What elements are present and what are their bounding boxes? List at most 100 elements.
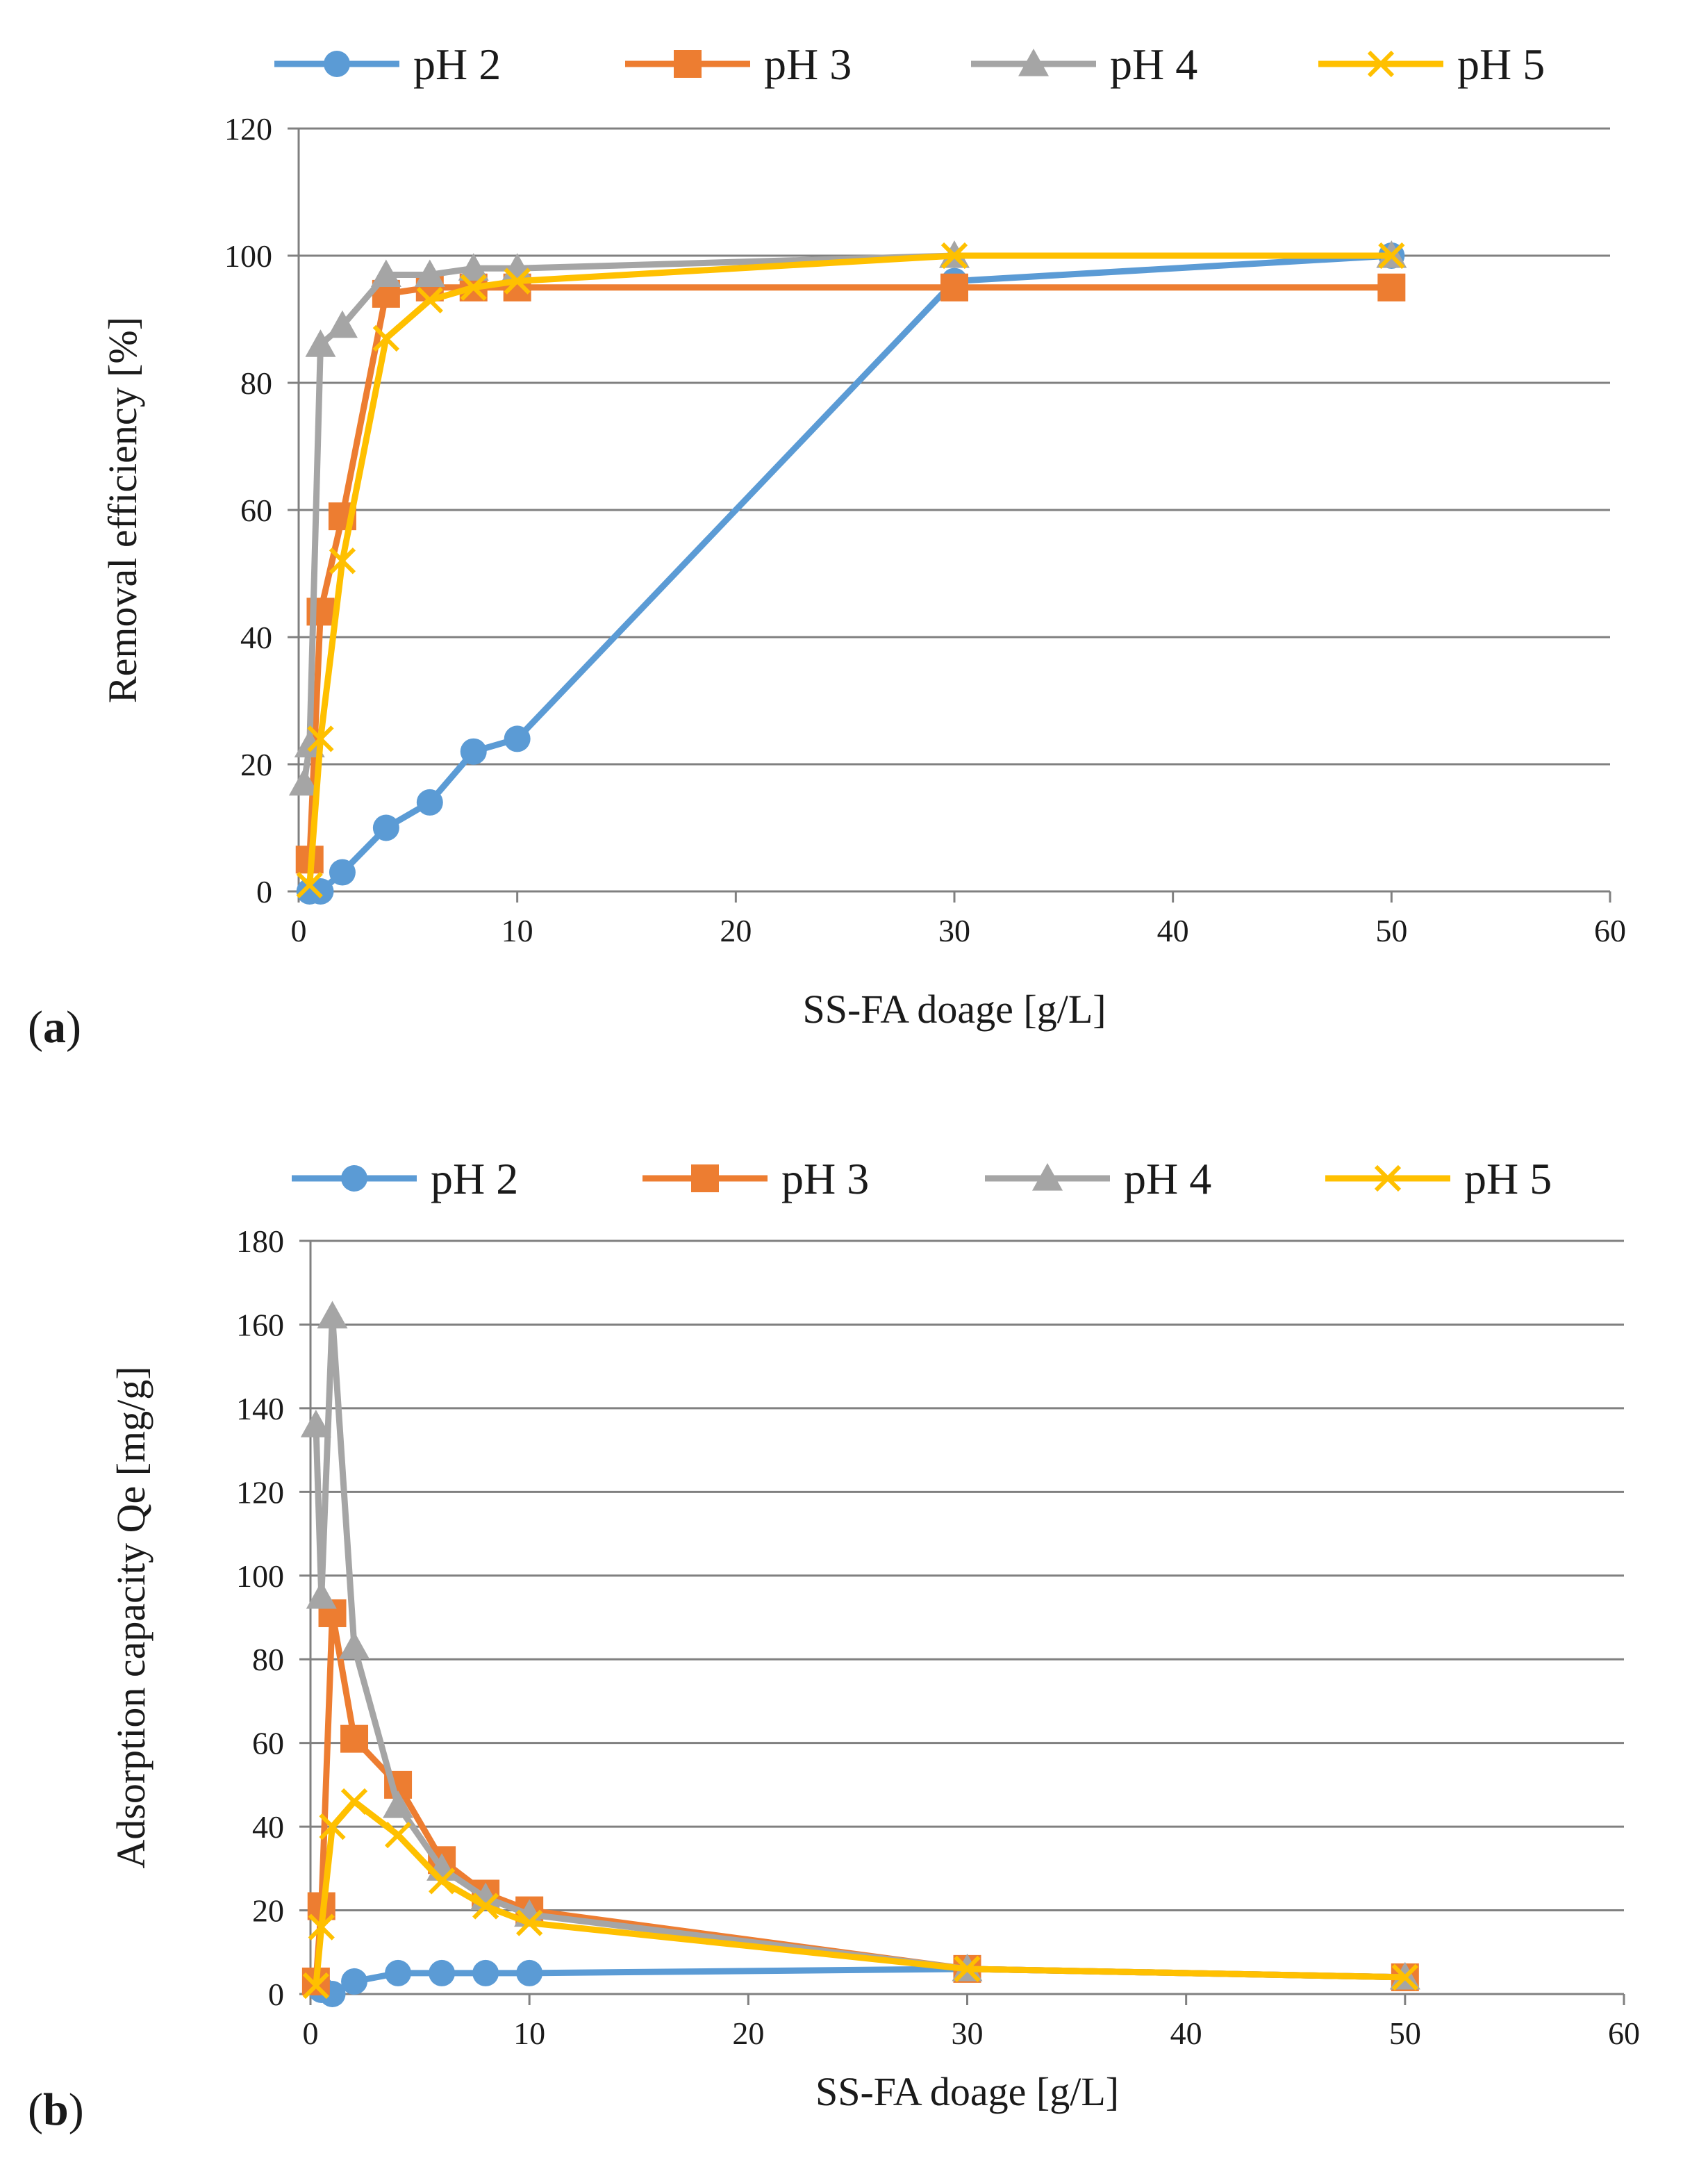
legend-label: pH 2 bbox=[431, 1154, 518, 1203]
y-tick-label: 160 bbox=[236, 1307, 284, 1342]
series-ph2 bbox=[308, 1955, 1418, 2007]
x-tick-label: 30 bbox=[938, 913, 970, 948]
y-tick-label: 60 bbox=[240, 493, 272, 528]
series-ph5 bbox=[296, 242, 1405, 898]
y-tick-label: 20 bbox=[252, 1893, 284, 1929]
y-tick-label: 180 bbox=[236, 1224, 284, 1259]
data-point-circle-marker bbox=[516, 1959, 543, 1986]
data-point-triangle-marker bbox=[383, 1790, 414, 1818]
x-tick-label: 20 bbox=[720, 913, 752, 948]
x-tick-label: 20 bbox=[732, 2016, 764, 2051]
series-line bbox=[306, 284, 1392, 860]
legend-entry: pH 4 bbox=[971, 40, 1197, 89]
legend-label: pH 2 bbox=[413, 40, 501, 89]
data-point-triangle-marker bbox=[288, 768, 320, 796]
data-point-triangle-marker bbox=[326, 310, 358, 338]
panel-label-open: ( bbox=[28, 2084, 43, 2135]
legend-square-marker bbox=[691, 1164, 719, 1192]
series-ph4 bbox=[300, 1301, 1420, 1990]
data-point-x-marker bbox=[940, 242, 968, 270]
series-line bbox=[301, 252, 1392, 784]
chart-panel-b: 0 10 20 30 40 50 60 0 20 40 60 80 100 120 140 160 180 SS-… bbox=[28, 1154, 1640, 2135]
data-point-triangle-marker bbox=[306, 1581, 337, 1609]
y-tick-label: 60 bbox=[252, 1726, 284, 1761]
x-tick-label: 10 bbox=[501, 913, 533, 948]
data-point-x-marker bbox=[319, 1813, 346, 1840]
legend-label: pH 3 bbox=[781, 1154, 869, 1203]
data-point-x-marker bbox=[1391, 1963, 1418, 1991]
x-tick-label: 0 bbox=[291, 913, 307, 948]
data-point-x-marker bbox=[428, 1868, 456, 1895]
x-axis-title: SS-FA doage [g/L] bbox=[802, 987, 1106, 1032]
data-point-circle-marker bbox=[372, 814, 399, 841]
data-point-square-marker bbox=[940, 273, 968, 302]
panel-label-open: ( bbox=[28, 1002, 43, 1053]
legend-x-marker bbox=[1374, 1164, 1402, 1192]
chart-panel-a: 0 10 20 30 40 50 60 0 20 40 60 80 100 120 SS-FA doage … bbox=[28, 40, 1626, 1053]
legend-label: pH 4 bbox=[1124, 1154, 1211, 1203]
legend-entry: pH 5 bbox=[1325, 1154, 1552, 1203]
panel-label-letter: a bbox=[43, 1002, 66, 1053]
data-point-x-marker bbox=[296, 871, 323, 898]
legend-entry: pH 4 bbox=[985, 1154, 1211, 1203]
series-ph4 bbox=[288, 240, 1407, 796]
legend-entry: pH 3 bbox=[625, 40, 852, 89]
y-tick-label: 80 bbox=[252, 1642, 284, 1677]
series-ph2 bbox=[296, 242, 1405, 905]
data-point-x-marker bbox=[340, 1788, 368, 1815]
data-point-circle-marker bbox=[341, 1968, 368, 1995]
data-point-triangle-marker bbox=[370, 259, 401, 288]
data-point-x-marker bbox=[516, 1909, 543, 1936]
y-tick-label: 140 bbox=[236, 1391, 284, 1426]
legend-entry: pH 3 bbox=[642, 1154, 869, 1203]
legend-triangle-marker bbox=[1018, 49, 1049, 76]
panel-label-close: ) bbox=[69, 2084, 84, 2135]
legend-entry: pH 2 bbox=[274, 40, 501, 89]
x-tick-label: 40 bbox=[1170, 2016, 1202, 2051]
y-tick-label: 120 bbox=[236, 1474, 284, 1510]
x-axis-title: SS-FA doage [g/L] bbox=[815, 2069, 1119, 2114]
legend-entry: pH 2 bbox=[292, 1154, 518, 1203]
legend-label: pH 5 bbox=[1464, 1154, 1552, 1203]
data-point-x-marker bbox=[372, 324, 399, 352]
data-point-triangle-marker bbox=[339, 1631, 370, 1659]
data-point-triangle-marker bbox=[305, 329, 336, 357]
y-tick-label: 20 bbox=[240, 747, 272, 782]
data-point-circle-marker bbox=[307, 878, 334, 905]
series-line bbox=[306, 252, 1392, 886]
y-tick-label: 40 bbox=[252, 1809, 284, 1845]
data-point-circle-marker bbox=[429, 1959, 456, 1986]
legend-entry: pH 5 bbox=[1318, 40, 1545, 89]
x-tick-label: 10 bbox=[513, 2016, 545, 2051]
data-point-x-marker bbox=[954, 1955, 981, 1982]
data-point-triangle-marker bbox=[458, 253, 489, 281]
data-point-circle-marker bbox=[472, 1959, 499, 1986]
data-point-circle-marker bbox=[416, 789, 443, 816]
legend-x-marker bbox=[1367, 50, 1395, 78]
series-ph5 bbox=[302, 1788, 1418, 2000]
data-point-x-marker bbox=[307, 725, 334, 752]
series-line bbox=[313, 1610, 1405, 1982]
data-point-square-marker bbox=[340, 1724, 369, 1753]
series-line bbox=[313, 1798, 1405, 1986]
data-point-circle-marker bbox=[460, 738, 487, 765]
data-point-x-marker bbox=[384, 1822, 412, 1849]
x-tick-label: 60 bbox=[1594, 913, 1626, 948]
data-point-circle-marker bbox=[329, 859, 356, 886]
series-line bbox=[313, 1312, 1405, 1981]
data-point-x-marker bbox=[1378, 242, 1405, 270]
x-tick-label: 40 bbox=[1157, 913, 1189, 948]
legend-label: pH 4 bbox=[1110, 40, 1197, 89]
x-tick-label: 0 bbox=[303, 2016, 319, 2051]
data-point-x-marker bbox=[504, 267, 531, 295]
panel-label-close: ) bbox=[66, 1002, 81, 1053]
legend-circle-marker bbox=[341, 1165, 367, 1192]
y-tick-label: 100 bbox=[224, 238, 272, 274]
y-tick-label: 100 bbox=[236, 1558, 284, 1594]
legend-label: pH 5 bbox=[1457, 40, 1545, 89]
panel-label-letter: b bbox=[43, 2084, 69, 2135]
data-point-triangle-marker bbox=[317, 1301, 348, 1328]
y-tick-label: 40 bbox=[240, 620, 272, 655]
data-point-x-marker bbox=[329, 547, 356, 575]
